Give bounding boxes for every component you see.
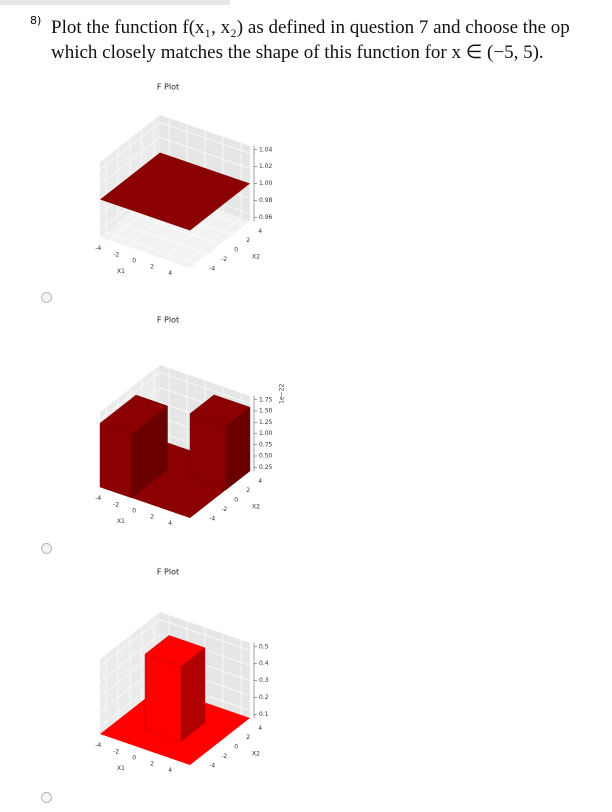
z-tick-label: 0.96 <box>259 214 273 221</box>
grid-line <box>180 217 242 266</box>
z-tick-label: 1.00 <box>259 430 273 437</box>
z-tick-label: 1.25 <box>259 419 273 426</box>
grid-line <box>159 122 251 154</box>
option-plot: F Plot -4 -2 0 2 4 -4 -2 0 2 4 X1 X2 0.5 0.4 0.3 0.2 0.1 <box>58 560 314 800</box>
grid-line <box>159 137 251 169</box>
x1-tick-label: 2 <box>150 264 154 271</box>
x2-tick-label: 4 <box>258 228 262 235</box>
x1-tick-label: 2 <box>150 761 154 768</box>
z-tick-label: 0.2 <box>259 694 269 701</box>
radio-button[interactable] <box>41 292 52 303</box>
grid-line <box>99 122 161 170</box>
x2-tick-label: -2 <box>221 753 227 760</box>
x1-tick-label: 4 <box>168 767 172 774</box>
x2-axis-label: X2 <box>252 503 260 510</box>
x2-tick-label: -2 <box>221 506 227 513</box>
z-tick-label: 1.02 <box>259 163 273 170</box>
x1-tick-label: 4 <box>168 520 172 527</box>
x1-tick-label: -4 <box>95 495 101 502</box>
x1-tick-label: -2 <box>113 501 119 508</box>
x2-axis-label: X2 <box>252 750 260 757</box>
radio-button[interactable] <box>41 543 52 554</box>
z-tick-label: 1.00 <box>259 180 273 187</box>
surface-face <box>144 653 182 742</box>
plot-title: F Plot <box>157 568 179 577</box>
x1-tick-label: 4 <box>168 270 172 277</box>
top-bar <box>0 0 230 5</box>
x1-tick-label: -4 <box>95 245 101 252</box>
x2-tick-label: -2 <box>221 256 227 263</box>
option-plot: F Plot -4 -2 0 2 4 -4 -2 0 2 4 X1 X2 1.04 1.02 1.00 0.98… <box>58 75 314 303</box>
x2-axis-label: X2 <box>252 253 260 260</box>
grid-line <box>129 213 221 245</box>
x2-tick-label: 0 <box>234 497 238 504</box>
z-tick-label: 1.04 <box>259 146 273 153</box>
plot-title: F Plot <box>157 83 179 92</box>
surface-face <box>99 394 168 435</box>
z-tick-label: 0.98 <box>259 197 273 204</box>
x2-tick-label: 4 <box>258 478 262 485</box>
z-tick-label: 1.75 <box>259 396 273 403</box>
surface <box>100 152 250 231</box>
radio-button[interactable] <box>41 792 52 803</box>
question-text: which closely matches the shape of this … <box>51 42 544 63</box>
plot-3d: F Plot -4 -2 0 2 4 -4 -2 0 2 4 X1 X2 1.04 1.02 1.00 0.98… <box>95 83 273 277</box>
z-tick-label: 1.50 <box>259 408 273 415</box>
z-tick-label: 0.3 <box>259 677 269 684</box>
plot-3d: F Plot -4 -2 0 2 4 -4 -2 0 2 4 X1 X2 0.5 0.4 0.3 0.2 0.1 <box>95 568 269 774</box>
x1-tick-label: 0 <box>132 754 136 761</box>
question-text: Plot the function f(x₁, x₂) as defined i… <box>51 17 570 38</box>
z-offset-label: 1e−22 <box>279 383 286 403</box>
z-tick-label: 0.1 <box>259 711 269 718</box>
grid-line <box>99 619 161 667</box>
x1-tick-label: -2 <box>113 748 119 755</box>
surface-face <box>189 413 227 491</box>
option-plot: F Plot -4 -2 0 2 4 -4 -2 0 2 4 X1 X2 1.75 1.50 1.25 1.00… <box>58 308 314 553</box>
x2-tick-label: 4 <box>258 725 262 732</box>
z-tick-label: 0.5 <box>259 643 269 650</box>
x1-axis-label: X1 <box>117 518 125 525</box>
plot-3d: F Plot -4 -2 0 2 4 -4 -2 0 2 4 X1 X2 1.75 1.50 1.25 1.00… <box>95 316 286 527</box>
plot-title: F Plot <box>157 316 179 325</box>
x1-tick-label: 2 <box>150 514 154 521</box>
grid-line <box>159 372 251 404</box>
grid-line <box>99 372 161 420</box>
x2-tick-label: 2 <box>246 487 250 494</box>
grid-line <box>159 619 251 651</box>
x2-tick-label: -4 <box>209 762 215 769</box>
surface-face <box>144 635 206 667</box>
z-tick-label: 0.25 <box>259 464 273 471</box>
x2-tick-label: 2 <box>246 237 250 244</box>
question-number: 8) <box>30 14 42 27</box>
x1-tick-label: -2 <box>113 251 119 258</box>
z-tick-label: 0.4 <box>259 660 269 667</box>
x2-tick-label: -4 <box>209 515 215 522</box>
x1-tick-label: -4 <box>95 742 101 749</box>
grid-line <box>162 211 224 259</box>
x2-tick-label: 2 <box>246 734 250 741</box>
x2-tick-label: 0 <box>234 744 238 751</box>
x1-axis-label: X1 <box>117 268 125 275</box>
grid-line <box>99 634 161 682</box>
surface-face <box>189 394 251 427</box>
surface-face <box>99 422 132 499</box>
x1-tick-label: 0 <box>132 507 136 514</box>
grid-line <box>99 137 161 185</box>
x2-tick-label: 0 <box>234 247 238 254</box>
x1-axis-label: X1 <box>117 765 125 772</box>
x2-tick-label: -4 <box>209 265 215 272</box>
z-tick-label: 0.75 <box>259 441 273 448</box>
z-tick-label: 0.50 <box>259 453 273 460</box>
x1-tick-label: 0 <box>132 257 136 264</box>
